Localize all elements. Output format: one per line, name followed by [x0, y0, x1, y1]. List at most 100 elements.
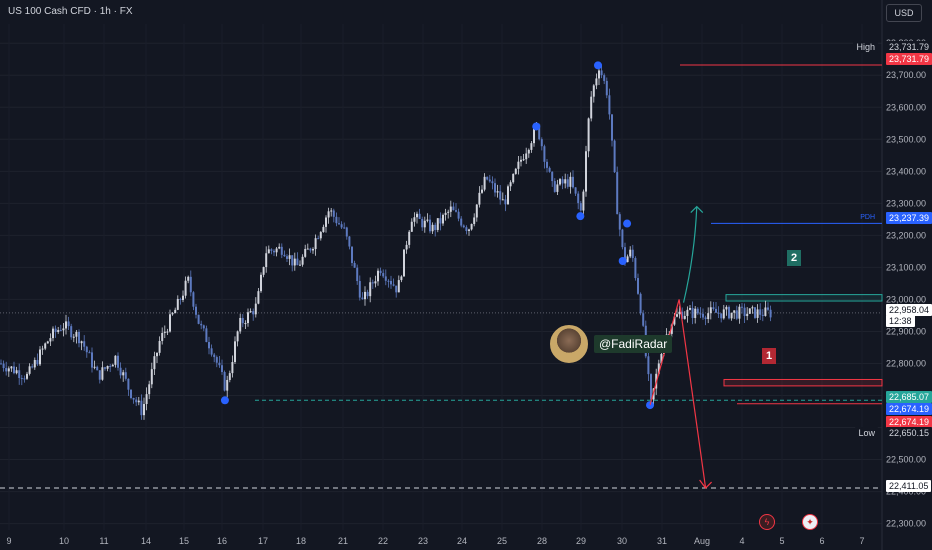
candle-body	[488, 179, 491, 182]
candle-body	[293, 258, 296, 266]
x-tick-label: 15	[179, 536, 189, 546]
candle-body	[366, 291, 369, 297]
candle-body	[592, 85, 595, 97]
swing-point-dot	[532, 122, 541, 131]
x-tick-label: Aug	[694, 536, 710, 546]
price-tag-label: PDH	[860, 214, 875, 221]
flash-event-icon[interactable]: ϟ	[759, 514, 775, 530]
candle-body	[702, 313, 704, 318]
candle-body	[117, 355, 119, 368]
candle-body	[613, 140, 616, 173]
candle-body	[234, 341, 236, 363]
candle-body	[10, 366, 13, 369]
candle-body	[371, 282, 374, 284]
candle-body	[338, 223, 340, 225]
x-tick-label: 29	[576, 536, 586, 546]
candle-body	[691, 308, 694, 318]
candle-body	[200, 323, 203, 326]
candle-body	[36, 359, 39, 365]
candle-body	[397, 280, 400, 293]
candle-body	[96, 366, 99, 371]
candle-body	[57, 330, 60, 333]
candle-body	[483, 176, 486, 190]
candle-body	[408, 231, 411, 245]
candle-body	[546, 161, 548, 168]
candle-body	[564, 179, 567, 184]
candle-body	[735, 310, 738, 319]
candle-body	[517, 161, 520, 169]
candle-body	[278, 246, 281, 249]
candle-body	[44, 343, 47, 349]
candle-body	[301, 256, 304, 265]
x-tick-label: 11	[99, 536, 108, 546]
candle-body	[59, 330, 62, 332]
candle-body	[624, 247, 626, 263]
x-tick-label: 21	[338, 536, 348, 546]
candle-body	[561, 179, 564, 184]
candle-body	[296, 258, 299, 266]
candle-body	[475, 204, 478, 218]
candle-body	[756, 309, 759, 318]
candle-body	[46, 341, 49, 344]
candle-body	[712, 307, 715, 309]
candle-body	[686, 309, 689, 316]
candle-body	[52, 328, 54, 339]
candle-body	[192, 292, 195, 307]
candle-body	[717, 312, 720, 314]
candle-body	[309, 248, 312, 251]
symbol-title: US 100 Cash CFD · 1h · FX	[8, 6, 133, 17]
x-tick-label: 16	[217, 536, 227, 546]
author-handle: @FadiRadar	[594, 335, 673, 353]
x-tick-label: 30	[617, 536, 627, 546]
candle-body	[98, 370, 101, 380]
candle-body	[616, 172, 619, 215]
candle-body	[41, 348, 44, 350]
candle-body	[486, 176, 489, 180]
candle-body	[291, 255, 294, 266]
candle-body	[70, 326, 73, 338]
candle-body	[507, 186, 509, 205]
price-tag-white: 22,411.05	[886, 480, 932, 492]
candle-body	[176, 298, 179, 310]
candle-body	[210, 348, 213, 355]
candle-body	[533, 127, 535, 144]
candle-body	[101, 367, 104, 380]
candle-body	[504, 199, 507, 205]
author-avatar	[550, 325, 588, 363]
candle-body	[569, 176, 572, 187]
candle-body	[270, 249, 273, 251]
candle-body	[83, 341, 86, 347]
candle-body	[356, 267, 359, 282]
candle-body	[618, 214, 621, 230]
candle-body	[158, 340, 161, 353]
candle-body	[23, 378, 26, 380]
candle-body	[436, 218, 439, 230]
y-tick-label: 23,100.00	[886, 262, 926, 272]
candle-body	[741, 306, 743, 308]
currency-button[interactable]: USD	[886, 4, 922, 22]
candle-body	[20, 378, 23, 380]
candle-body	[530, 143, 533, 150]
candle-body	[189, 276, 192, 293]
candle-body	[145, 394, 148, 405]
candle-body	[678, 311, 681, 315]
price-tag-current: 22,958.04	[886, 304, 932, 316]
candle-body	[715, 308, 717, 313]
y-tick-label: 23,400.00	[886, 166, 926, 176]
candle-body	[109, 365, 112, 367]
candle-body	[304, 248, 307, 257]
candle-body	[418, 213, 421, 219]
candle-body	[559, 179, 561, 185]
candle-body	[722, 309, 725, 319]
y-tick-label: 22,800.00	[886, 358, 926, 368]
x-tick-label: 18	[296, 536, 306, 546]
candle-body	[709, 307, 712, 314]
candle-body	[421, 218, 424, 228]
candle-body	[106, 365, 109, 369]
us-flag-event-icon[interactable]: ✦	[802, 514, 818, 530]
x-tick-label: 14	[141, 536, 151, 546]
x-tick-label: 24	[457, 536, 467, 546]
candle-body	[413, 217, 416, 222]
candle-body	[156, 352, 158, 357]
